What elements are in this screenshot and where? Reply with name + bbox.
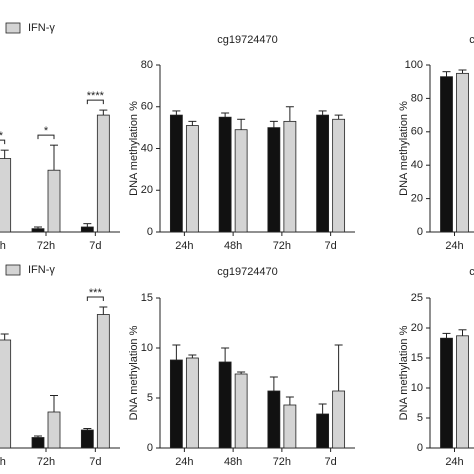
y-tick-label: 10: [411, 382, 423, 394]
x-tick-label: 72h: [37, 456, 55, 468]
y-tick-label: 15: [141, 292, 153, 304]
y-tick-label: 15: [411, 352, 423, 364]
significance-bracket: [86, 99, 104, 105]
y-tick-label: 60: [411, 126, 423, 138]
legend-label: IFN-γ: [28, 264, 55, 276]
bar: [169, 359, 183, 449]
legend-label: IFN-γ: [28, 22, 55, 34]
y-axis-label: DNA methylation %: [128, 325, 140, 420]
x-tick-label: 48h: [224, 240, 242, 252]
x-tick-label: 48h: [0, 240, 6, 252]
bar: [80, 429, 94, 449]
bar: [47, 411, 61, 449]
legend-swatch: [5, 22, 21, 34]
y-tick-label: 80: [141, 59, 153, 71]
y-axis-label: DNA methylation %: [128, 101, 140, 196]
bar: [185, 357, 199, 449]
significance-label: ***: [89, 287, 103, 299]
y-tick-label: 80: [411, 92, 423, 104]
bar: [283, 120, 297, 233]
bar: [234, 373, 248, 449]
bar: [96, 114, 110, 233]
x-tick-label: 24h: [175, 456, 193, 468]
bar: [267, 127, 281, 233]
x-tick-label: 72h: [273, 456, 291, 468]
bar: [96, 314, 110, 449]
y-tick-label: 40: [141, 142, 153, 154]
x-tick-label: 7d: [89, 456, 101, 468]
bar: [456, 72, 469, 233]
significance-bracket: [86, 296, 104, 301]
bar: [440, 76, 453, 233]
bar: [332, 118, 346, 233]
x-tick-label: 72h: [273, 240, 291, 252]
x-tick-label: 7d: [325, 240, 337, 252]
bar: [283, 404, 297, 449]
bar: [169, 114, 183, 233]
y-tick-label: 0: [147, 226, 153, 238]
y-tick-label: 20: [411, 322, 423, 334]
y-axis-label: DNA methylation %: [398, 101, 410, 196]
y-tick-label: 0: [147, 442, 153, 454]
bar: [0, 158, 12, 233]
x-tick-label: 48h: [0, 456, 6, 468]
x-tick-label: 24h: [445, 240, 463, 252]
bar: [332, 390, 346, 449]
bar: [218, 361, 232, 449]
bar: [456, 335, 469, 449]
bar: [234, 129, 248, 233]
panel-title: cg19724470: [217, 266, 278, 278]
panel-title: c: [469, 34, 474, 46]
y-tick-label: 100: [405, 59, 423, 71]
significance-label: ***: [0, 130, 4, 142]
bar: [0, 339, 12, 449]
bar: [31, 228, 45, 233]
bar: [47, 169, 61, 233]
y-axis-label: DNA methylation %: [398, 325, 410, 420]
y-tick-label: 20: [411, 193, 423, 205]
legend-swatch: [5, 264, 21, 276]
bar: [316, 413, 330, 449]
bar: [440, 337, 453, 449]
y-tick-label: 20: [141, 184, 153, 196]
significance-bracket: [0, 139, 6, 145]
y-tick-label: 5: [417, 412, 423, 424]
x-tick-label: 72h: [37, 240, 55, 252]
significance-label: ****: [87, 90, 105, 102]
y-tick-label: 10: [141, 342, 153, 354]
significance-bracket: [37, 134, 55, 140]
x-tick-label: 24h: [175, 240, 193, 252]
panel-title: cg19724470: [217, 34, 278, 46]
x-tick-label: 7d: [325, 456, 337, 468]
significance-label: *: [44, 125, 49, 137]
y-tick-label: 5: [147, 392, 153, 404]
bar: [80, 226, 94, 233]
y-tick-label: 0: [417, 442, 423, 454]
bar: [218, 116, 232, 233]
x-tick-label: 24h: [445, 456, 463, 468]
x-tick-label: 7d: [89, 240, 101, 252]
bar: [267, 390, 281, 449]
y-tick-label: 0: [417, 226, 423, 238]
y-tick-label: 40: [411, 159, 423, 171]
panel-title: c: [469, 266, 474, 278]
y-tick-label: 25: [411, 292, 423, 304]
bar: [316, 114, 330, 233]
bar: [185, 125, 199, 233]
y-tick-label: 60: [141, 101, 153, 113]
x-tick-label: 48h: [224, 456, 242, 468]
bar: [31, 437, 45, 449]
